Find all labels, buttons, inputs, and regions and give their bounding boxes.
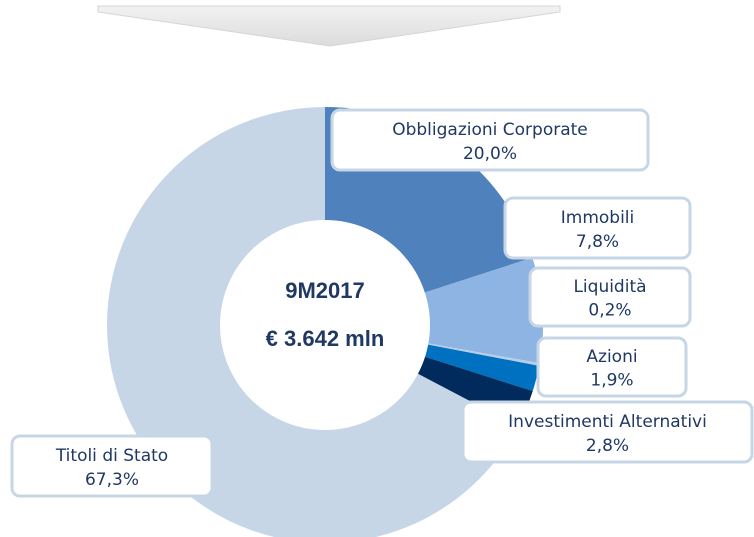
value-label: 7,8% xyxy=(576,232,619,252)
category-label: Liquidità xyxy=(573,277,646,297)
center-subtitle: € 3.642 mln xyxy=(266,326,385,351)
center-title: 9M2017 xyxy=(285,278,365,303)
label-box xyxy=(503,196,692,260)
category-label: Immobili xyxy=(561,208,635,228)
label-box xyxy=(536,336,688,398)
category-label: Azioni xyxy=(586,347,637,367)
category-label: Obbligazioni Corporate xyxy=(392,120,588,140)
value-label: 20,0% xyxy=(463,144,517,164)
arrow xyxy=(97,5,561,47)
slice xyxy=(325,257,543,364)
category-label: Investimenti Alternativi xyxy=(508,412,707,432)
value-label: 67,3% xyxy=(85,470,139,490)
category-label: Titoli di Stato xyxy=(55,446,168,466)
value-label: 1,9% xyxy=(590,370,633,390)
donut-hole xyxy=(220,220,430,430)
value-label: 2,8% xyxy=(586,436,629,456)
value-label: 0,2% xyxy=(588,300,631,320)
label-box xyxy=(330,108,650,172)
labels: Obbligazioni Corporate 20,0% Immobili 7,8% L… xyxy=(10,108,754,498)
label-box xyxy=(10,434,214,498)
label-box xyxy=(461,400,754,464)
label-box xyxy=(528,266,692,328)
